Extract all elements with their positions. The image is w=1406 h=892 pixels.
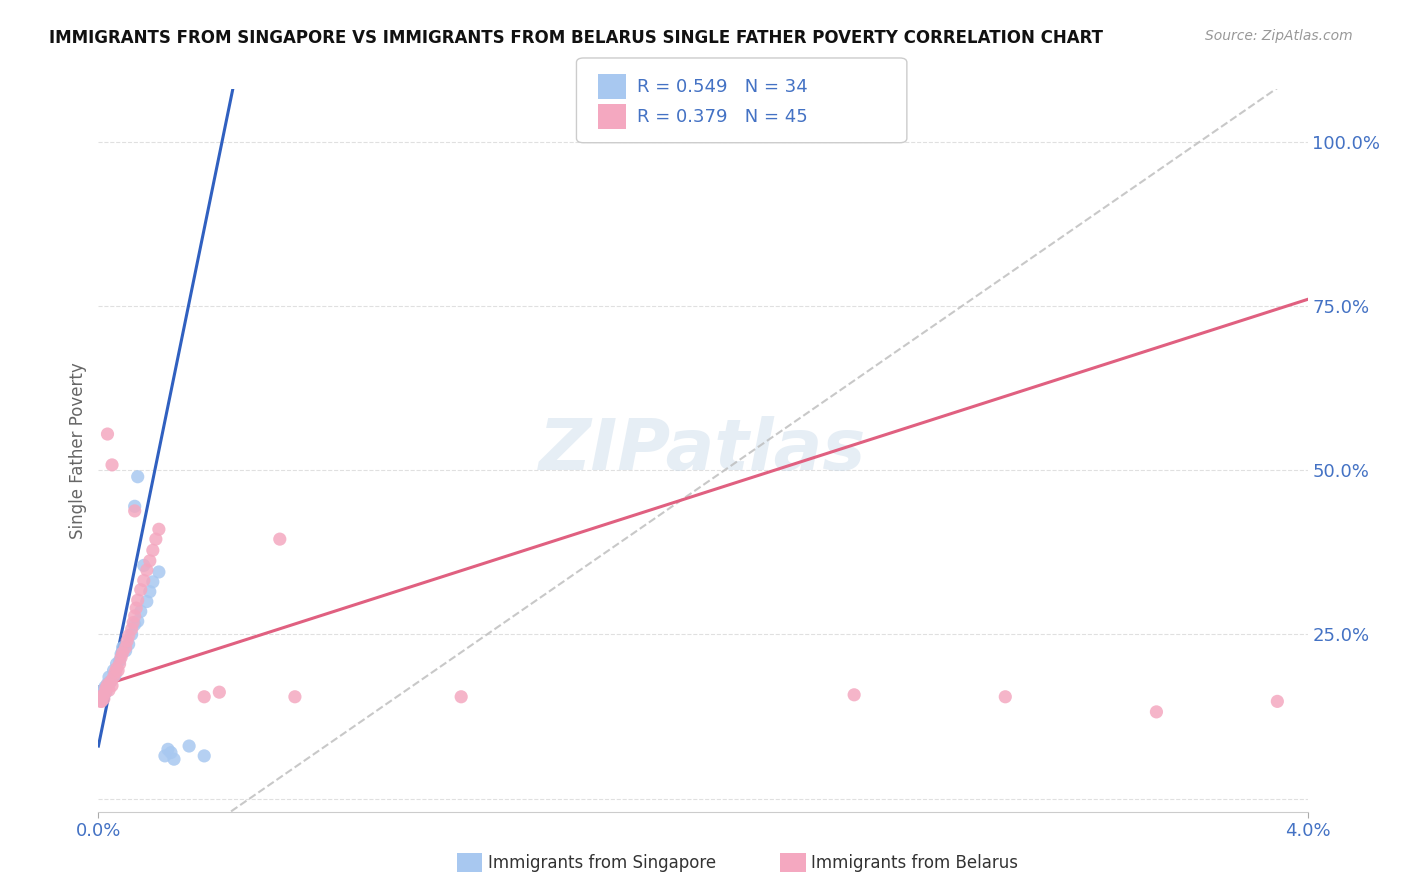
Text: Source: ZipAtlas.com: Source: ZipAtlas.com xyxy=(1205,29,1353,43)
Point xyxy=(160,746,183,760)
Point xyxy=(104,665,127,680)
Point xyxy=(132,574,155,588)
Point xyxy=(98,670,121,684)
Point xyxy=(96,676,118,690)
Point xyxy=(103,670,125,684)
Point xyxy=(193,748,215,763)
Point xyxy=(125,601,148,615)
Point xyxy=(111,640,134,655)
Point xyxy=(110,647,132,661)
Point xyxy=(98,683,121,698)
Point xyxy=(89,690,111,704)
Text: R = 0.379   N = 45: R = 0.379 N = 45 xyxy=(637,108,807,126)
Point xyxy=(124,500,146,514)
Point xyxy=(193,690,215,704)
Point xyxy=(124,609,146,624)
Point xyxy=(118,629,141,643)
Point xyxy=(94,685,117,699)
Point xyxy=(450,690,472,704)
Point xyxy=(118,637,141,651)
Point xyxy=(127,593,149,607)
Point xyxy=(104,668,127,682)
Point xyxy=(284,690,307,704)
Point xyxy=(139,584,162,599)
Point xyxy=(145,532,167,546)
Point xyxy=(156,742,179,756)
Point xyxy=(122,615,145,630)
Point xyxy=(108,654,131,668)
Point xyxy=(111,646,134,660)
Point xyxy=(129,582,152,597)
Point xyxy=(153,748,176,763)
Point xyxy=(91,690,114,704)
Point xyxy=(163,752,186,766)
Point xyxy=(90,694,112,708)
Point xyxy=(91,683,114,698)
Point xyxy=(124,617,146,632)
Point xyxy=(114,644,136,658)
Point xyxy=(179,739,201,753)
Point xyxy=(127,614,149,628)
Point xyxy=(142,543,165,558)
Point xyxy=(100,674,122,689)
Point xyxy=(121,622,143,636)
Point xyxy=(100,674,122,689)
Point xyxy=(1267,694,1289,708)
Point xyxy=(90,694,112,708)
Point xyxy=(107,664,129,678)
Point xyxy=(93,691,115,706)
Point xyxy=(94,681,117,696)
Point xyxy=(96,678,118,692)
Point xyxy=(124,504,146,518)
Text: IMMIGRANTS FROM SINGAPORE VS IMMIGRANTS FROM BELARUS SINGLE FATHER POVERTY CORRE: IMMIGRANTS FROM SINGAPORE VS IMMIGRANTS … xyxy=(49,29,1104,46)
Point xyxy=(94,685,117,699)
Point xyxy=(135,594,157,608)
Point xyxy=(1146,705,1168,719)
Point xyxy=(90,690,112,704)
Point xyxy=(94,680,117,694)
Point xyxy=(994,690,1017,704)
Text: Immigrants from Singapore: Immigrants from Singapore xyxy=(488,854,716,871)
Text: ZIPatlas: ZIPatlas xyxy=(540,416,866,485)
Point xyxy=(269,532,291,546)
Point xyxy=(148,522,170,536)
Point xyxy=(101,679,124,693)
Point xyxy=(91,686,114,700)
Text: R = 0.549   N = 34: R = 0.549 N = 34 xyxy=(637,78,807,95)
Point xyxy=(101,458,124,472)
Point xyxy=(148,565,170,579)
Point xyxy=(114,640,136,655)
Y-axis label: Single Father Poverty: Single Father Poverty xyxy=(69,362,87,539)
Point xyxy=(139,554,162,568)
Point xyxy=(115,634,138,648)
Point xyxy=(93,688,115,702)
Point xyxy=(110,650,132,665)
Text: Immigrants from Belarus: Immigrants from Belarus xyxy=(811,854,1018,871)
Point xyxy=(103,664,125,678)
Point xyxy=(129,604,152,618)
Point xyxy=(844,688,866,702)
Point xyxy=(121,627,143,641)
Point xyxy=(208,685,231,699)
Point xyxy=(105,657,128,671)
Point xyxy=(89,691,111,706)
Point xyxy=(135,563,157,577)
Point xyxy=(108,657,131,671)
Point xyxy=(96,427,118,442)
Point xyxy=(105,661,128,675)
Point xyxy=(127,469,149,483)
Point xyxy=(142,574,165,589)
Point xyxy=(132,558,155,573)
